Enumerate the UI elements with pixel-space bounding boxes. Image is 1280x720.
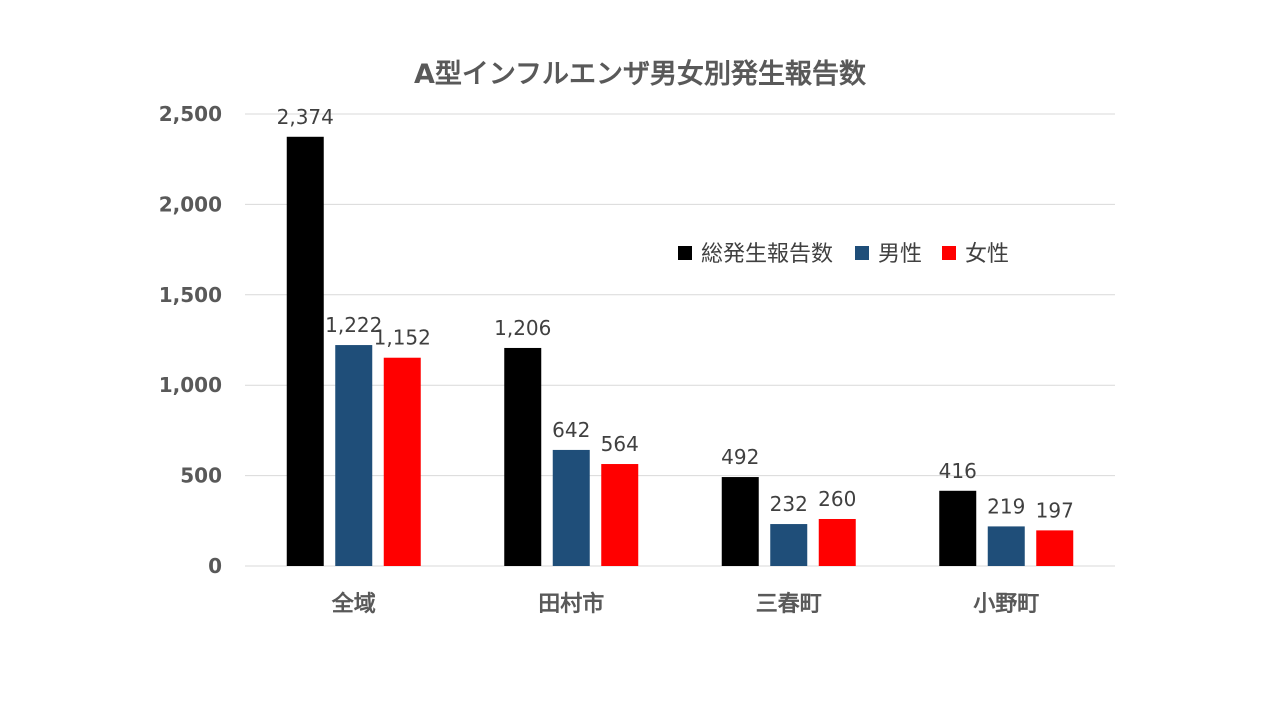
y-tick-label: 1,000 xyxy=(159,373,222,397)
chart-title: A型インフルエンザ男女別発生報告数 xyxy=(414,58,867,90)
data-label: 1,206 xyxy=(494,316,551,340)
bar xyxy=(818,518,856,566)
y-tick-label: 1,500 xyxy=(159,283,222,307)
bar xyxy=(286,136,324,566)
data-label: 492 xyxy=(721,445,759,469)
bar xyxy=(987,526,1025,566)
legend: 総発生報告数 男性 女性 xyxy=(678,242,1009,267)
legend-label: 女性 xyxy=(965,242,1009,267)
data-label: 197 xyxy=(1036,498,1074,522)
legend-swatch xyxy=(678,246,692,260)
bar xyxy=(383,357,421,566)
data-label: 1,222 xyxy=(325,313,382,337)
legend-label: 男性 xyxy=(878,242,922,267)
bar xyxy=(770,524,808,566)
x-tick-label: 全域 xyxy=(331,591,376,617)
y-tick-label: 2,000 xyxy=(159,192,222,216)
data-label: 2,374 xyxy=(277,105,334,129)
data-label: 232 xyxy=(770,492,808,516)
bar xyxy=(1036,530,1074,566)
x-tick-label: 小野町 xyxy=(973,592,1039,617)
bars xyxy=(286,136,1074,566)
x-tick-label: 田村市 xyxy=(538,591,604,617)
x-tick-label: 三春町 xyxy=(756,592,822,617)
y-tick-label: 2,500 xyxy=(159,102,222,126)
data-label: 416 xyxy=(939,459,977,483)
data-label: 564 xyxy=(601,432,639,456)
x-axis-ticks: 全域 田村市 三春町 小野町 xyxy=(331,591,1040,617)
y-tick-label: 0 xyxy=(208,554,222,578)
data-label: 260 xyxy=(818,487,856,511)
bar xyxy=(552,449,590,566)
bar xyxy=(601,464,639,566)
data-label: 642 xyxy=(552,418,590,442)
bar xyxy=(504,347,542,566)
y-axis-ticks: 0 500 1,000 1,500 2,000 2,500 xyxy=(159,102,222,578)
data-label: 219 xyxy=(987,494,1025,518)
legend-swatch xyxy=(942,246,956,260)
legend-swatch xyxy=(855,246,869,260)
data-label: 1,152 xyxy=(374,326,431,350)
y-tick-label: 500 xyxy=(180,464,222,488)
bar xyxy=(939,490,977,566)
bar xyxy=(335,345,373,566)
legend-label: 総発生報告数 xyxy=(701,242,833,267)
bar xyxy=(721,477,759,566)
